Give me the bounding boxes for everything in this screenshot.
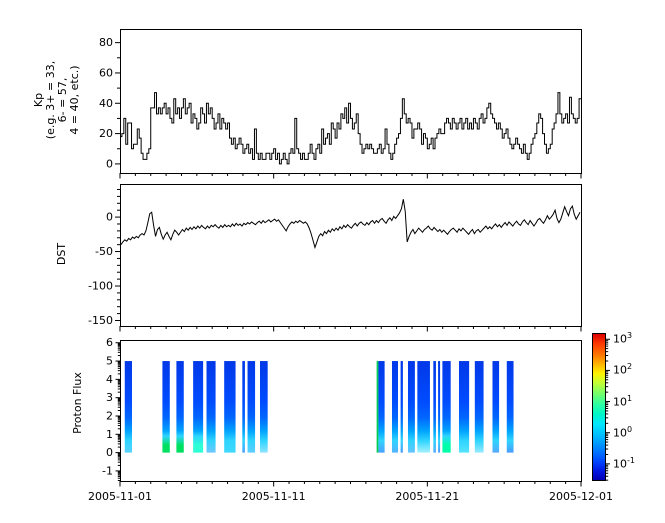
axis-ticks <box>115 42 582 487</box>
proton-bar <box>458 361 470 453</box>
svg-text:-150: -150 <box>88 314 113 327</box>
proton-flux-axis-label: Proton Flux <box>71 372 84 434</box>
svg-text:0: 0 <box>106 211 113 224</box>
kp-axis-label-line4: 4 = 40, etc.) <box>68 65 81 135</box>
svg-text:0: 0 <box>106 157 113 170</box>
proton-bar <box>242 361 245 453</box>
svg-text:-50: -50 <box>95 245 113 258</box>
proton-bar <box>206 361 216 453</box>
proton-bar <box>378 361 385 453</box>
svg-text:-1: -1 <box>102 464 113 477</box>
svg-text:0: 0 <box>106 446 113 459</box>
dst-line <box>120 199 581 250</box>
svg-text:-100: -100 <box>88 280 113 293</box>
proton-bar <box>407 361 415 453</box>
proton-bar <box>474 361 484 453</box>
kp-axis-label: Kp (e.g. 3+ = 33, 6- = 57, 4 = 40, etc.) <box>32 61 81 139</box>
proton-bar <box>506 361 514 453</box>
proton-bar <box>193 361 204 453</box>
colorbar-tick-label: 102 <box>613 362 633 378</box>
svg-text:2: 2 <box>106 409 113 422</box>
svg-text:6: 6 <box>106 336 113 349</box>
proton-bar <box>433 361 436 453</box>
proton-bar <box>438 361 441 453</box>
proton-bar <box>162 361 170 453</box>
proton-bar <box>224 361 236 453</box>
colorbar-ticks <box>606 338 610 481</box>
proton-bar <box>176 361 184 453</box>
proton-bar <box>417 361 430 453</box>
svg-text:4: 4 <box>106 373 113 386</box>
x-tick-label-nov21: 2005-11-21 <box>395 490 460 503</box>
svg-text:40: 40 <box>99 97 113 110</box>
x-tick-label-nov01: 2005-11-01 <box>88 490 152 503</box>
proton-bar <box>492 361 500 453</box>
proton-flux-bars <box>124 361 514 453</box>
proton-bar <box>442 361 451 453</box>
svg-text:5: 5 <box>106 355 113 368</box>
colorbar-tick-label: 101 <box>613 393 633 409</box>
x-tick-label-nov11: 2005-11-11 <box>241 490 306 503</box>
proton-bar <box>247 361 256 453</box>
kp-step-line <box>120 92 581 165</box>
proton-bar <box>391 361 398 453</box>
proton-bar <box>259 361 268 453</box>
svg-text:80: 80 <box>99 36 113 49</box>
proton-bar-edge <box>376 361 379 453</box>
colorbar-tick-label: 10-1 <box>613 455 635 471</box>
svg-text:3: 3 <box>106 391 113 404</box>
colorbar-tick-label: 103 <box>613 331 633 346</box>
axis-tick-labels: 0 20 40 60 80 0 -50 -100 -150 -1 0 1 2 3 4 5 6 <box>88 36 113 477</box>
svg-text:60: 60 <box>99 66 113 79</box>
svg-text:20: 20 <box>99 127 113 140</box>
proton-bar <box>124 361 132 453</box>
x-tick-label-dec01: 2005-12-01 <box>549 490 613 503</box>
proton-bar <box>400 361 403 453</box>
colorbar-tick-label: 100 <box>613 424 633 440</box>
svg-text:1: 1 <box>106 428 113 441</box>
dst-axis-label: DST <box>55 242 68 266</box>
colorbar-gradient <box>592 333 606 481</box>
